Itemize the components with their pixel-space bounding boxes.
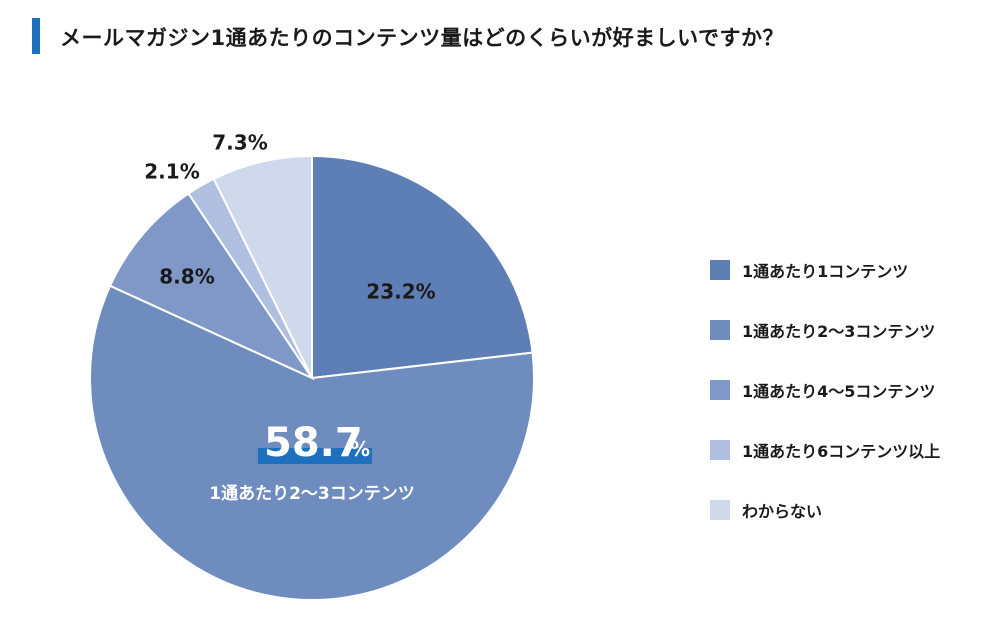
legend-label: 1通あたり4〜5コンテンツ <box>742 382 936 401</box>
legend-label: 1通あたり6コンテンツ以上 <box>742 442 941 461</box>
title-accent-bar <box>32 18 40 54</box>
slice-value-label-unknown: 7.3% <box>212 131 267 155</box>
pie-slice-2-3 <box>89 284 535 601</box>
legend-item-unknown: わからない <box>710 498 940 522</box>
legend-item-2-3: 1通あたり2〜3コンテンツ <box>710 318 940 342</box>
legend-swatch <box>710 260 730 280</box>
slice-value-label-1: 23.2% <box>366 280 435 304</box>
slice-value-label-2-3: 58.7 <box>264 420 363 466</box>
slice-category-label-2-3: 1通あたり2〜3コンテンツ <box>209 484 415 504</box>
pie-slice-unknown <box>212 154 313 379</box>
highlight-bar <box>258 448 372 464</box>
legend-swatch <box>710 320 730 340</box>
pie-slice-1 <box>311 154 534 380</box>
legend-item-6-plus: 1通あたり6コンテンツ以上 <box>710 438 940 462</box>
slice-value-label-6-plus: 2.1% <box>144 160 199 184</box>
legend-label: 1通あたり2〜3コンテンツ <box>742 322 936 341</box>
legend-item-1: 1通あたり1コンテンツ <box>710 258 940 282</box>
legend-label: わからない <box>742 502 823 521</box>
legend-swatch <box>710 500 730 520</box>
chart-title: メールマガジン1通あたりのコンテンツ量はどのくらいが好ましいですか？ <box>60 26 784 50</box>
pie-slice-4-5 <box>108 192 315 381</box>
slice-value-label-4-5: 8.8% <box>159 265 214 289</box>
legend-item-4-5: 1通あたり4〜5コンテンツ <box>710 378 940 402</box>
legend-swatch <box>710 440 730 460</box>
legend-swatch <box>710 380 730 400</box>
legend: 1通あたり1コンテンツ 1通あたり2〜3コンテンツ 1通あたり4〜5コンテンツ 1通あ… <box>710 258 940 558</box>
slice-unit-label-2-3: % <box>350 437 370 461</box>
legend-label: 1通あたり1コンテンツ <box>742 262 909 281</box>
